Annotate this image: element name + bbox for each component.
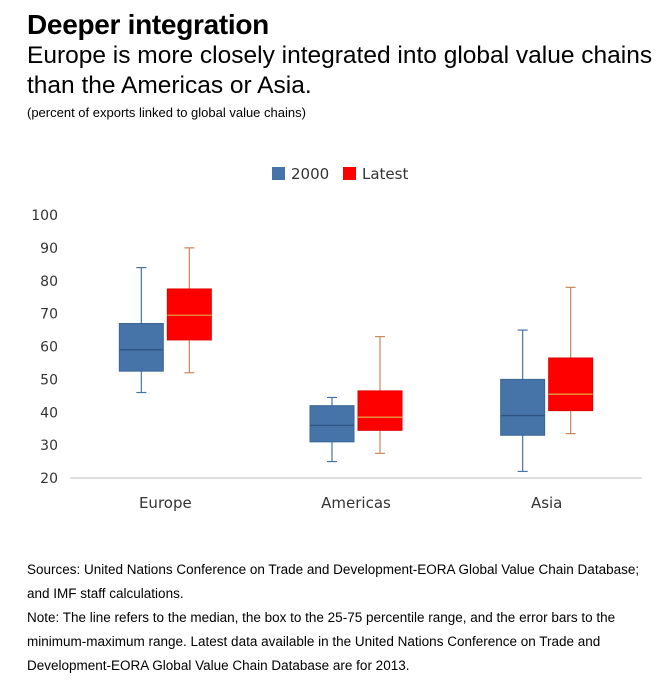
methodology-note: Note: The line refers to the median, the… <box>27 610 616 673</box>
footnotes: Sources: United Nations Conference on Tr… <box>27 558 647 678</box>
x-axis: Europe Americas Asia <box>70 477 642 512</box>
y-tick-label: 20 <box>40 471 58 487</box>
x-tick-label: Europe <box>139 494 192 512</box>
legend-label-latest: Latest <box>362 165 408 183</box>
unit-label: (percent of exports linked to global val… <box>27 105 306 120</box>
y-tick-label: 90 <box>40 241 58 257</box>
y-tick-label: 40 <box>40 405 58 421</box>
legend-swatch-latest <box>343 167 356 180</box>
box-2000-europe <box>118 266 164 394</box>
chart-title: Deeper integration <box>27 9 269 40</box>
iqr-box <box>548 357 594 412</box>
box-plot-chart: 2000 Latest 20 30 40 50 60 70 80 90 100 Europe Ame… <box>31 165 642 512</box>
y-tick-label: 80 <box>40 274 58 290</box>
box-latest-asia <box>548 286 594 435</box>
box-latest-europe <box>166 247 212 374</box>
box-latest-americas <box>357 336 403 454</box>
plot-area <box>118 247 594 473</box>
y-tick-label: 30 <box>40 438 58 454</box>
chart-subtitle: Europe is more closely integrated into g… <box>27 42 653 99</box>
iqr-box <box>500 378 546 436</box>
sources-note: Sources: United Nations Conference on Tr… <box>27 562 640 601</box>
iqr-box <box>357 390 403 431</box>
box-2000-asia <box>500 329 546 473</box>
legend-swatch-2000 <box>272 167 285 180</box>
iqr-box <box>118 322 164 372</box>
iqr-box <box>309 405 355 443</box>
y-tick-label: 70 <box>40 307 58 323</box>
y-axis: 20 30 40 50 60 70 80 90 100 <box>31 208 58 487</box>
y-tick-label: 50 <box>40 372 58 388</box>
x-tick-label: Americas <box>321 494 391 512</box>
box-2000-americas <box>309 396 355 463</box>
y-tick-label: 60 <box>40 340 58 356</box>
iqr-box <box>166 288 212 341</box>
legend-label-2000: 2000 <box>291 165 329 183</box>
legend: 2000 Latest <box>272 165 408 183</box>
y-tick-label: 100 <box>31 208 58 224</box>
x-tick-label: Asia <box>531 494 562 512</box>
